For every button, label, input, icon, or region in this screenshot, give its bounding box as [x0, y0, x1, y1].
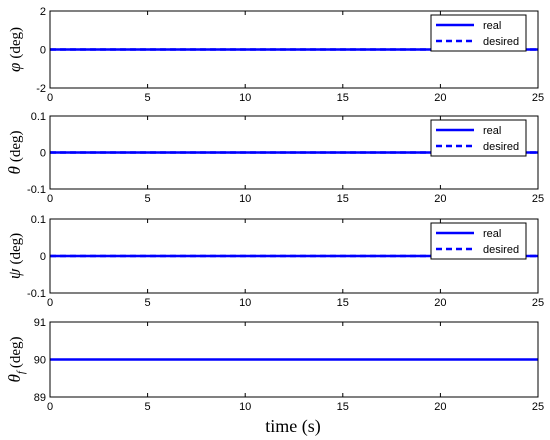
legend-label: desired [483, 36, 519, 48]
legend-label: desired [483, 244, 519, 256]
x-tick-label: 0 [47, 92, 53, 104]
y-axis-symbol: φ [5, 63, 24, 72]
x-tick-label: 10 [239, 193, 251, 205]
axes-frame [49, 321, 539, 398]
legend: real desired [430, 119, 527, 157]
x-tick-label: 25 [532, 92, 544, 104]
legend: real desired [430, 222, 527, 260]
legend-label: real [483, 125, 501, 137]
x-tick-label: 20 [434, 401, 446, 413]
legend-box [430, 222, 527, 260]
axes-frame [49, 115, 539, 190]
x-tick-label: 5 [145, 401, 151, 413]
axes-frame [49, 10, 539, 89]
subplot-4: 0 5 10 15 20 25 89 90 91 θf(deg) [5, 317, 544, 413]
x-tick-label: 15 [337, 193, 349, 205]
legend-box [430, 14, 527, 52]
y-tick-label: 0 [40, 251, 46, 263]
y-axis-label: θf(deg) [5, 336, 27, 382]
x-axis-label: time (s) [265, 416, 321, 437]
y-axis-label: ψ (deg) [5, 233, 24, 279]
legend-label: real [483, 228, 501, 240]
y-tick-label: 91 [34, 317, 46, 329]
y-axis-symbol: θ [5, 374, 24, 382]
x-tick-label: 25 [532, 297, 544, 309]
y-tick-label: -2 [36, 83, 46, 95]
x-tick-label: 15 [337, 401, 349, 413]
x-tick-label: 10 [239, 401, 251, 413]
x-tick-label: 20 [434, 297, 446, 309]
x-tick-label: 25 [532, 401, 544, 413]
legend-label: real [483, 20, 501, 32]
axes-frame [49, 218, 539, 294]
x-tick-label: 20 [434, 92, 446, 104]
y-tick-label: 89 [34, 392, 46, 404]
legend-label: desired [483, 141, 519, 153]
legend-box [430, 119, 527, 157]
x-tick-label: 15 [337, 92, 349, 104]
y-axis-label: θ (deg) [5, 130, 24, 174]
y-axis-subscript: f [15, 369, 27, 374]
x-tick-label: 0 [47, 193, 53, 205]
y-tick-label: 0 [40, 148, 46, 160]
y-axis-unit: (deg) [8, 27, 24, 59]
x-tick-label: 0 [47, 401, 53, 413]
y-tick-label: 0.1 [31, 214, 46, 226]
y-tick-label: 90 [34, 355, 46, 367]
y-axis-unit: (deg) [8, 233, 24, 265]
x-tick-label: 25 [532, 193, 544, 205]
y-tick-label: -0.1 [27, 288, 46, 300]
y-tick-label: 0.1 [31, 111, 46, 123]
y-axis-unit: (deg) [8, 336, 24, 368]
x-tick-label: 10 [239, 92, 251, 104]
y-tick-label: -0.1 [27, 184, 46, 196]
y-tick-label: 0 [40, 45, 46, 57]
x-tick-label: 15 [337, 297, 349, 309]
y-tick-label: 2 [40, 6, 46, 18]
x-tick-label: 5 [145, 193, 151, 205]
x-tick-label: 0 [47, 297, 53, 309]
y-axis-symbol: θ [5, 166, 24, 174]
x-tick-label: 5 [145, 297, 151, 309]
y-axis-unit: (deg) [8, 130, 24, 162]
y-axis-symbol: ψ [5, 268, 24, 279]
x-tick-label: 5 [145, 92, 151, 104]
legend: real desired [430, 14, 527, 52]
x-tick-label: 20 [434, 193, 446, 205]
x-tick-label: 10 [239, 297, 251, 309]
y-axis-label: φ (deg) [5, 27, 24, 72]
